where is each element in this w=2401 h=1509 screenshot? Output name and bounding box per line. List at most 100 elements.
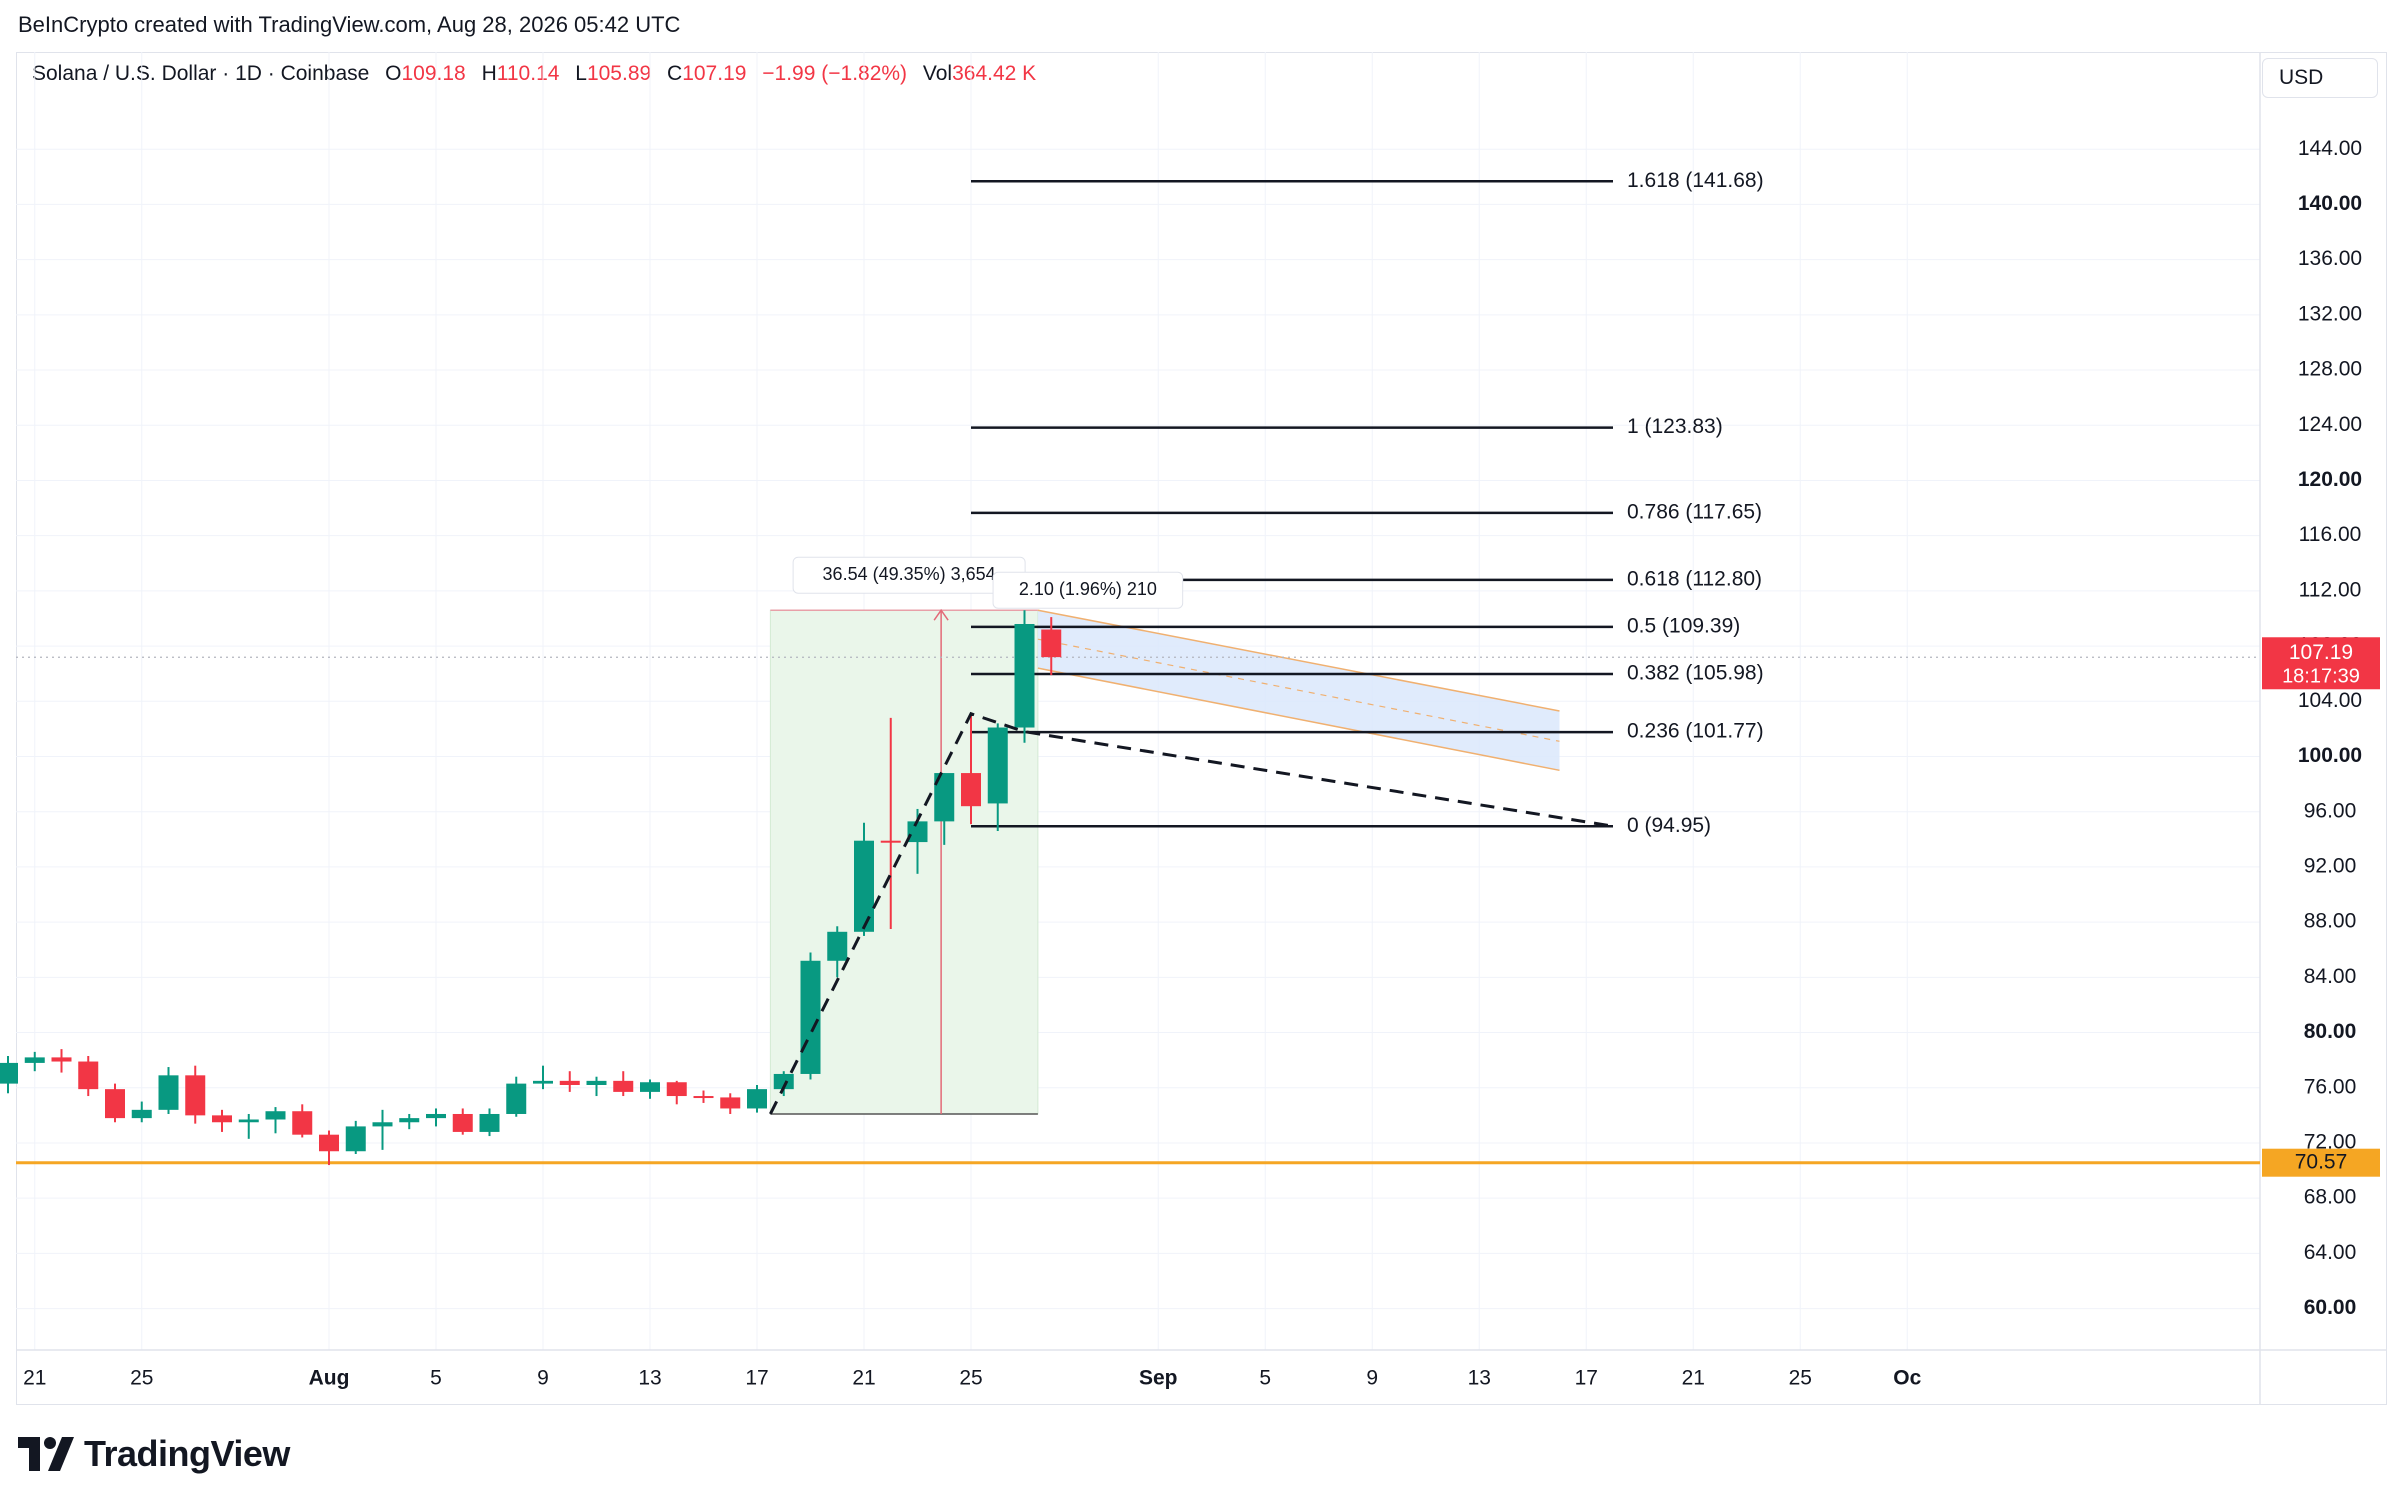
tradingview-logo-icon	[18, 1437, 74, 1471]
change-value: −1.99 (−1.82%)	[762, 62, 908, 85]
candle-body-up[interactable]	[800, 960, 821, 1074]
candle-body-down[interactable]	[1041, 629, 1062, 658]
candle-body-down[interactable]	[51, 1057, 72, 1062]
time-axis-tick: 13	[1468, 1367, 1491, 1390]
grid	[16, 52, 2260, 1350]
price-axis-tick: 140.00	[2298, 192, 2362, 215]
price-axis-tick: 96.00	[2304, 799, 2357, 822]
candle-body-down[interactable]	[319, 1134, 339, 1152]
open-value: 109.18	[401, 62, 466, 85]
candle-body-up[interactable]	[640, 1082, 660, 1092]
open-label: O	[385, 62, 402, 85]
price-axis-tick: 72.00	[2304, 1131, 2357, 1154]
time-axis-tick: 25	[130, 1367, 153, 1390]
currency-button[interactable]: USD	[2262, 58, 2378, 98]
support-price-tag	[2262, 1148, 2380, 1177]
candle-body-up[interactable]	[399, 1118, 420, 1123]
fib-level-label: 1 (123.83)	[1627, 415, 1723, 438]
candle-body-down[interactable]	[292, 1111, 313, 1135]
fib-level-label: 0.382 (105.98)	[1627, 662, 1764, 685]
tradingview-logo[interactable]: TradingView	[18, 1433, 290, 1475]
candle-body-up[interactable]	[265, 1111, 286, 1120]
price-axis-tick: 128.00	[2298, 358, 2362, 381]
measure-label-pullback: 2.10 (1.96%) 210	[1019, 579, 1157, 599]
candle-body-up[interactable]	[934, 773, 955, 822]
support-price-label: 70.57	[2295, 1150, 2348, 1173]
fib-level-label: 0 (94.95)	[1627, 814, 1711, 837]
price-axis-tick: 68.00	[2304, 1186, 2357, 1209]
bar-countdown-label: 18:17:39	[2282, 666, 2360, 688]
candle-body-up[interactable]	[854, 840, 874, 932]
time-axis-tick: 17	[745, 1367, 768, 1390]
price-axis-tick: 124.00	[2298, 413, 2362, 436]
candle-body-up[interactable]	[987, 727, 1008, 804]
candle-body-down[interactable]	[693, 1096, 714, 1099]
measure-label-pullback-bg	[992, 571, 1184, 609]
channel-mid-line	[1037, 638, 1560, 742]
price-axis-tick: 132.00	[2298, 302, 2362, 325]
fib-level-label: 1.618 (141.68)	[1627, 169, 1764, 192]
price-axis-tick: 76.00	[2304, 1075, 2357, 1098]
candle-body-up[interactable]	[773, 1073, 794, 1090]
candle-body-up[interactable]	[372, 1122, 393, 1127]
volume-label: Vol	[922, 62, 953, 85]
time-axis-tick: 9	[537, 1367, 549, 1390]
time-axis-tick: 25	[959, 1367, 982, 1390]
price-axis-tick: 80.00	[2304, 1020, 2357, 1043]
symbol-title[interactable]: Solana / U.S. Dollar · 1D · Coinbase	[32, 62, 370, 85]
candle-body-down[interactable]	[961, 773, 981, 807]
candle-body-up[interactable]	[1014, 624, 1035, 728]
time-axis-tick: 5	[430, 1367, 442, 1390]
price-axis-tick: 112.00	[2299, 578, 2362, 601]
candle-body-up[interactable]	[586, 1080, 607, 1085]
candle-body-down[interactable]	[212, 1115, 232, 1123]
candle-body-down[interactable]	[105, 1089, 125, 1119]
time-axis-tick: 5	[1259, 1367, 1271, 1390]
time-axis-tick: 25	[1789, 1367, 1812, 1390]
candle-body-up[interactable]	[479, 1113, 500, 1132]
candle-body-down[interactable]	[880, 840, 901, 843]
chart-credit: BeInCrypto created with TradingView.com,…	[18, 12, 681, 37]
price-axis-tick: 64.00	[2304, 1241, 2357, 1264]
candle-body-up[interactable]	[907, 821, 928, 843]
fib-level-label: 0.236 (101.77)	[1627, 720, 1764, 743]
time-axis-tick: 21	[1682, 1367, 1705, 1390]
candle-body-down[interactable]	[78, 1061, 99, 1090]
fib-level-label: 0.786 (117.65)	[1627, 500, 1762, 523]
candle-body-down[interactable]	[666, 1082, 687, 1097]
candle-body-up[interactable]	[747, 1089, 767, 1109]
candle-body-down[interactable]	[613, 1080, 634, 1092]
candle-body-down[interactable]	[559, 1080, 580, 1085]
candle-body-up[interactable]	[827, 931, 848, 961]
last-price-tag	[2262, 637, 2380, 690]
price-axis-tick: 144.00	[2298, 137, 2362, 160]
price-axis-tick: 104.00	[2298, 689, 2362, 712]
candle-body-up[interactable]	[238, 1119, 259, 1123]
candle-body-up[interactable]	[0, 1062, 18, 1084]
time-axis-tick: 21	[852, 1367, 875, 1390]
candle-body-up[interactable]	[131, 1109, 152, 1119]
channel-lower-line	[1037, 667, 1560, 772]
time-axis-tick: Sep	[1139, 1367, 1178, 1390]
time-axis-tick: Aug	[309, 1367, 350, 1390]
candle-body-down[interactable]	[720, 1097, 741, 1109]
time-axis-tick: 9	[1366, 1367, 1378, 1390]
candle-body-up[interactable]	[345, 1126, 366, 1152]
close-value: 107.19	[682, 62, 747, 85]
tradingview-wordmark: TradingView	[84, 1433, 290, 1474]
fib-level-label: 0.5 (109.39)	[1627, 614, 1740, 637]
candle-body-up[interactable]	[506, 1083, 527, 1114]
high-label: H	[481, 62, 497, 85]
time-axis-tick: Oc	[1893, 1367, 1921, 1390]
price-axis-tick: 100.00	[2298, 744, 2362, 767]
candle-body-up[interactable]	[426, 1113, 446, 1119]
candle-body-up[interactable]	[533, 1080, 553, 1084]
candle-body-up[interactable]	[24, 1057, 45, 1063]
candle-body-up[interactable]	[158, 1075, 179, 1110]
candle-body-down[interactable]	[185, 1075, 206, 1116]
price-axis-tick: 92.00	[2304, 854, 2357, 877]
price-axis-tick: 60.00	[2304, 1296, 2357, 1319]
price-axis-tick: 136.00	[2298, 247, 2362, 270]
candle-body-down[interactable]	[452, 1113, 473, 1132]
